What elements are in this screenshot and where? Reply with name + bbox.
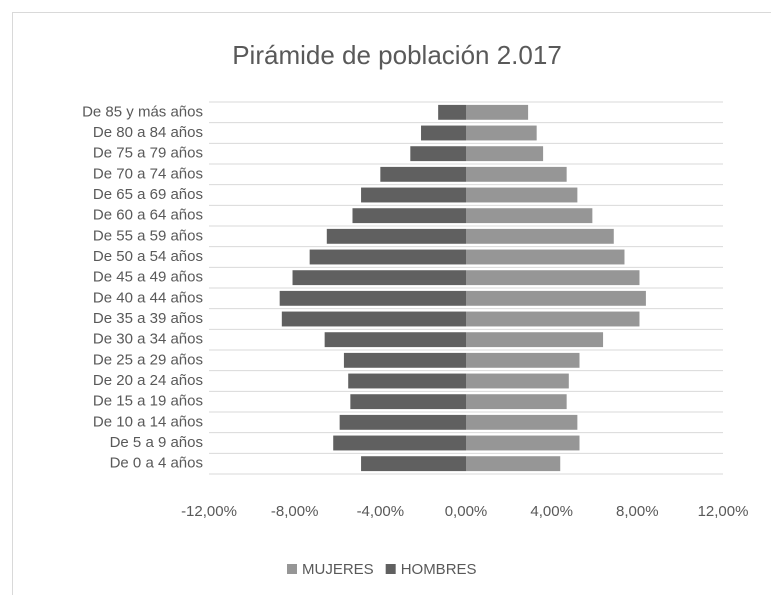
bar (421, 125, 466, 141)
bar (350, 394, 466, 410)
y-tick-label: De 20 a 24 años (93, 372, 203, 389)
legend-swatch (287, 564, 297, 574)
chart-title: Pirámide de población 2.017 (232, 40, 562, 70)
y-tick-label: De 65 a 69 años (93, 186, 203, 203)
legend-swatch (385, 564, 396, 574)
bar (361, 187, 466, 203)
bar (466, 435, 580, 451)
bar (466, 104, 529, 120)
y-tick-label: De 35 a 39 años (93, 310, 203, 327)
y-tick-label: De 15 a 19 años (93, 393, 203, 410)
bar (324, 332, 466, 348)
y-tick-label: De 45 a 49 años (93, 269, 203, 286)
y-tick-label: De 25 a 29 años (93, 351, 203, 368)
y-tick-label: De 0 a 4 años (110, 455, 203, 472)
bar (466, 270, 640, 286)
bar (466, 394, 567, 410)
bar (339, 414, 466, 430)
y-tick-label: De 70 a 74 años (93, 165, 203, 182)
y-tick-label: De 55 a 59 años (93, 227, 203, 244)
x-tick-label: -4,00% (357, 503, 405, 520)
bar (352, 208, 466, 224)
x-tick-label: 0,00% (445, 503, 488, 520)
y-tick-label: De 50 a 54 años (93, 248, 203, 265)
bar (466, 166, 567, 182)
legend-label: HOMBRES (401, 561, 477, 578)
bar (348, 373, 466, 389)
x-tick-label: 8,00% (616, 503, 659, 520)
bar (410, 146, 466, 162)
bar (466, 414, 578, 430)
bar (466, 311, 640, 327)
bar (292, 270, 466, 286)
bar (343, 352, 466, 368)
x-tick-label: -12,00% (181, 503, 237, 520)
y-tick-label: De 60 a 64 años (93, 207, 203, 224)
bar (466, 249, 625, 265)
bar (279, 290, 466, 306)
bar (333, 435, 466, 451)
bar (466, 125, 537, 141)
bar (326, 228, 466, 244)
y-tick-label: De 75 a 79 años (93, 145, 203, 162)
y-tick-label: De 40 a 44 años (93, 289, 203, 306)
bar (466, 290, 646, 306)
x-tick-label: -8,00% (271, 503, 319, 520)
x-tick-label: 12,00% (698, 503, 749, 520)
bar (466, 187, 578, 203)
bar (309, 249, 466, 265)
bar (466, 146, 544, 162)
bar (466, 456, 561, 472)
bar (466, 208, 593, 224)
y-tick-label: De 85 y más años (82, 103, 203, 120)
bar (281, 311, 466, 327)
y-tick-label: De 10 a 14 años (93, 413, 203, 430)
bar (466, 352, 580, 368)
y-tick-label: De 30 a 34 años (93, 331, 203, 348)
bar (438, 104, 466, 120)
y-tick-label: De 5 a 9 años (110, 434, 203, 451)
bar (466, 373, 569, 389)
y-tick-label: De 80 a 84 años (93, 124, 203, 141)
legend-label: MUJERES (302, 561, 374, 578)
bar (361, 456, 466, 472)
bar (380, 166, 466, 182)
bar (466, 228, 614, 244)
bar (466, 332, 604, 348)
x-tick-label: 4,00% (530, 503, 573, 520)
